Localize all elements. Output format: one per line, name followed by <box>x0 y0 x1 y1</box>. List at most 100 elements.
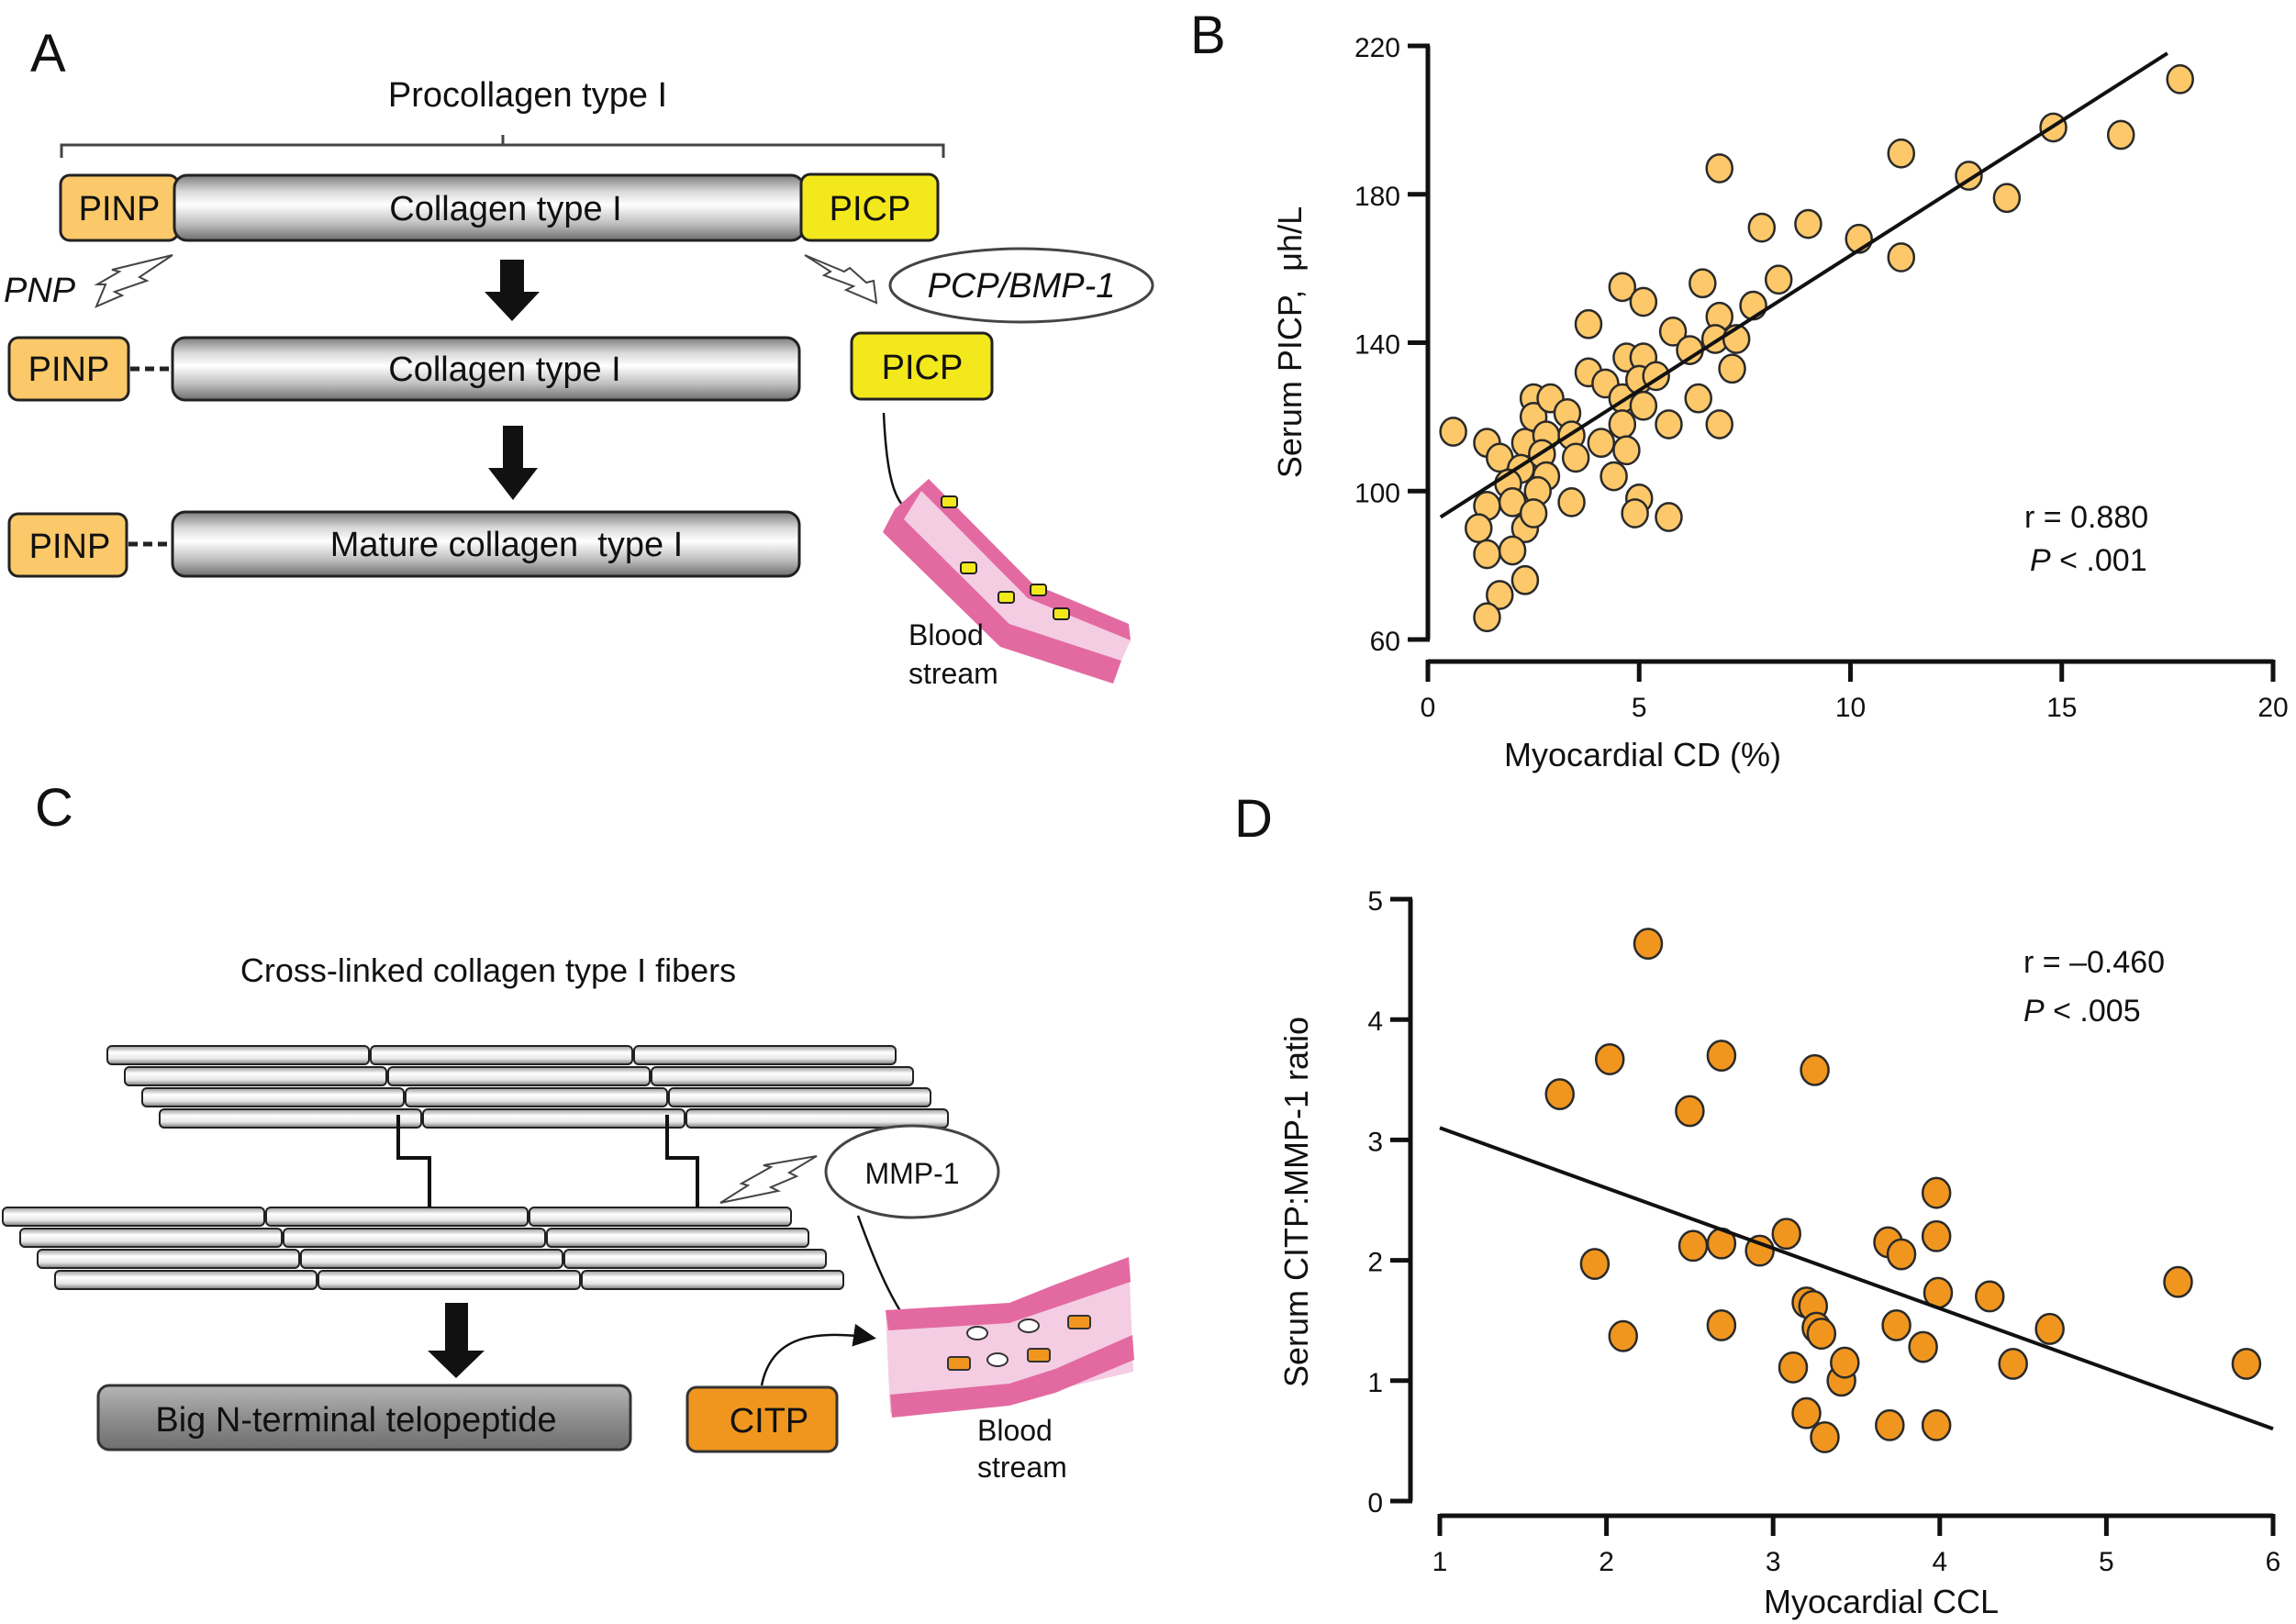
x-tick-label: 5 <box>2099 1547 2114 1577</box>
scatter-point <box>1486 580 1514 610</box>
scatter-point <box>1739 290 1767 321</box>
x-tick-label: 3 <box>1766 1547 1781 1577</box>
scatter-point <box>1875 1408 1905 1441</box>
scatter-point <box>1975 1280 2005 1313</box>
scatter-point <box>1921 1219 1952 1252</box>
scatter-point <box>1887 242 1916 273</box>
scatter-point <box>1557 487 1586 517</box>
collagen-fiber-segment <box>651 1066 914 1086</box>
scatter-point <box>1608 272 1637 303</box>
y-tick-label: 220 <box>1354 33 1400 63</box>
scatter-point <box>1655 409 1683 439</box>
collagen-fiber-segment <box>563 1249 827 1269</box>
y-tick-label: 140 <box>1354 330 1400 361</box>
citp-particle <box>1067 1315 1091 1329</box>
scatter-point <box>1887 138 1916 169</box>
regression-line <box>1439 51 2168 519</box>
p-italic: P <box>2030 543 2051 578</box>
scatter-point <box>1791 1396 1822 1429</box>
chart-d: D 0 1 2 3 4 5 1 2 3 4 5 6 Myocardial CCL Serum CITP… <box>1234 789 2280 1620</box>
mmp1-particle <box>1018 1318 1040 1333</box>
pinp-label: PINP <box>28 350 110 389</box>
scatter-point <box>1706 1040 1737 1073</box>
collagen-fiber-segment <box>633 1045 897 1065</box>
scatter-point <box>1612 435 1641 466</box>
scatter-point <box>1675 1095 1705 1128</box>
blood-stream-label: Blood <box>977 1414 1053 1447</box>
collagen-fiber-segment <box>387 1066 651 1086</box>
y-tick-label: 60 <box>1370 627 1400 657</box>
collagen-fiber-segment <box>318 1270 581 1290</box>
scatter-point <box>1705 153 1733 184</box>
scatter-point <box>1886 1238 1917 1271</box>
x-tick-label: 20 <box>2257 693 2288 723</box>
scatter-point <box>2163 1265 2193 1298</box>
collagen-fiber-segment <box>2 1207 265 1227</box>
collagen-fiber-segment <box>265 1207 529 1227</box>
pinp-label: PINP <box>79 190 161 228</box>
p-rest: < .001 <box>2051 543 2147 578</box>
x-axis-label-b: Myocardial CD (%) <box>1504 736 1781 773</box>
blood-vessel-a <box>883 479 1131 684</box>
pinp-box <box>7 512 128 578</box>
collagen-fiber-segment <box>37 1249 300 1269</box>
telopeptide-box <box>96 1384 632 1452</box>
scatter-point <box>1908 1330 1938 1363</box>
x-tick-label: 4 <box>1932 1547 1947 1577</box>
vessel-wall <box>886 1257 1131 1330</box>
scatter-point <box>1465 513 1493 544</box>
crosslink <box>396 1115 431 1207</box>
panel-c: C Cross-linked collagen type I fibers MM… <box>2 778 1134 1484</box>
x-axis-label-d: Myocardial CCL <box>1764 1583 1999 1620</box>
x-tick-label: 15 <box>2046 693 2077 723</box>
scatter-point <box>1771 1218 1801 1251</box>
panel-label-c: C <box>35 778 73 838</box>
telopeptide-label: Big N-terminal telopeptide <box>155 1401 556 1440</box>
y-tick-label: 5 <box>1367 886 1383 917</box>
mmp1-particle <box>966 1326 988 1340</box>
scatter-point <box>1498 535 1527 566</box>
scatter-point <box>1677 1229 1709 1262</box>
r-value-d: r = –0.460 <box>2023 945 2165 980</box>
scatter-point <box>1794 208 1822 239</box>
pnp-cleavage-icon <box>94 254 173 308</box>
collagen-fiber-segment <box>405 1087 668 1107</box>
collagen-fiber-segment <box>668 1087 931 1107</box>
y-tick-label: 1 <box>1367 1368 1383 1398</box>
picp-particle <box>941 495 958 508</box>
mmp1-cleavage-icon <box>719 1155 818 1204</box>
collagen-fiber-segment <box>546 1228 809 1248</box>
collagen-bar <box>171 510 801 578</box>
citp-label: CITP <box>730 1402 809 1440</box>
scatter-point <box>1594 1043 1625 1075</box>
picp-label: PICP <box>830 190 911 228</box>
panel-label-a: A <box>30 24 66 83</box>
scatter-point <box>1587 428 1616 459</box>
scatter-point <box>1810 1421 1840 1453</box>
scatter-point <box>1705 409 1733 439</box>
p-value-d: P < .005 <box>2023 994 2141 1029</box>
scatter-point <box>2034 1312 2065 1345</box>
x-tick-label: 1 <box>1432 1547 1448 1577</box>
mmp1-ellipse <box>824 1124 1000 1219</box>
y-axis-label-b: Serum PICP, μh/L <box>1271 206 1309 478</box>
scatter-point <box>1706 1308 1737 1341</box>
scatter-point <box>2166 64 2194 95</box>
collagen-fibers <box>2 1045 949 1290</box>
procollagen-row: PINP Collagen type I PICP <box>59 172 940 242</box>
scatter-point <box>1744 1234 1775 1267</box>
picp-label: PICP <box>882 349 964 387</box>
scatter-point <box>1629 286 1658 317</box>
collagen-fiber-segment <box>581 1270 844 1290</box>
blood-stream-label: stream <box>908 657 998 690</box>
scatter-point <box>1633 928 1664 960</box>
panel-a: A Procollagen type I PINP Collagen type … <box>4 24 1154 690</box>
y-axis-label-d: Serum CITP:MMP-1 ratio <box>1277 1017 1315 1387</box>
chart-b: B 60 100 140 180 220 0 5 10 15 20 Myocardial CD (… <box>1190 6 2289 773</box>
pcp-bmp1-label: PCP/BMP-1 <box>928 267 1116 306</box>
vessel-wall <box>890 1335 1134 1418</box>
scatter-point <box>1608 1319 1639 1352</box>
collagen-fiber-segment <box>283 1228 546 1248</box>
picp-particle <box>998 591 1015 604</box>
